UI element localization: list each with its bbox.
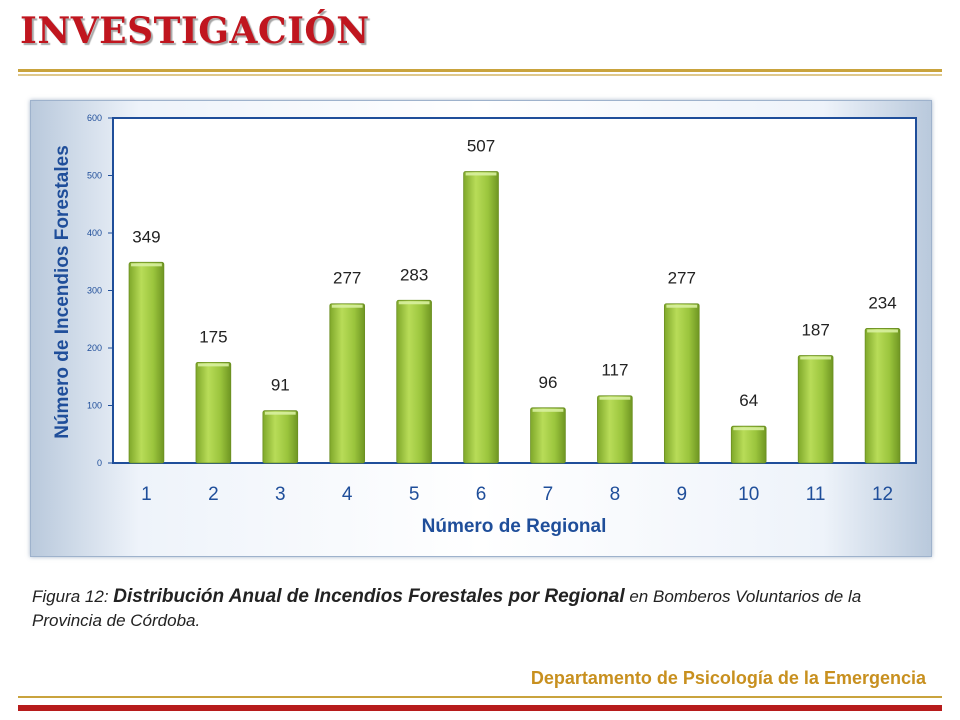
footer-red-band [18,705,942,711]
title-divider [18,69,942,72]
bar-data-label: 175 [199,327,227,346]
x-axis-label: Número de Regional [422,516,607,537]
bar-data-label: 507 [467,136,495,155]
footer-divider [18,696,942,698]
x-tick-label: 3 [275,484,286,505]
x-tick-label: 1 [141,484,152,505]
x-tick-label: 5 [409,484,420,505]
x-tick-label: 10 [738,484,759,505]
bar-highlight [666,304,698,308]
plot-area [112,117,917,464]
bar-highlight [131,263,162,267]
y-tick-label: 500 [87,171,102,181]
bar [663,303,700,464]
bar-highlight [465,172,497,176]
bar-data-label: 277 [668,269,696,288]
bar [530,407,566,464]
y-tick-label: 100 [87,401,102,411]
bar-highlight [800,356,832,360]
bar-highlight [532,408,564,412]
x-tick-label: 7 [543,484,554,505]
figure-caption: Figura 12: Distribución Anual de Incendi… [32,585,912,633]
bar-series: 349 175 91 277 283 507 96 117 277 64 187 234 [128,136,901,464]
bar [329,303,366,464]
x-tick-label: 12 [872,484,893,505]
bar [262,410,299,464]
bar-data-label: 234 [868,293,896,312]
x-tick-label: 6 [476,484,487,505]
caption-main: Distribución Anual de Incendios Forestal… [113,586,625,607]
y-tick-label: 600 [87,113,102,123]
bar [864,328,901,464]
title-divider-secondary [18,74,942,76]
bar-data-label: 64 [739,391,758,410]
x-tick-label: 8 [610,484,621,505]
slide-title: INVESTIGACIÓN [20,10,370,52]
bar-data-label: 187 [801,320,829,339]
bar [797,355,834,464]
caption-suffix: en Bomberos Voluntarios de la Provincia … [32,587,862,630]
bar-highlight [398,301,430,305]
bar [730,425,767,464]
bar-data-label: 117 [601,361,628,380]
bar-highlight [264,411,296,415]
bar [128,261,165,464]
bar-data-label: 91 [271,376,290,395]
bar [463,171,499,464]
bar-highlight [867,329,898,333]
footer-department: Departamento de Psicología de la Emergen… [530,668,926,688]
bar [597,395,633,464]
bar [195,361,232,464]
bar-highlight [599,396,631,400]
caption-prefix: Figura 12: [32,587,109,606]
y-tick-label: 400 [87,228,102,238]
y-tick-label: 0 [97,458,102,468]
bar-highlight [331,304,363,308]
bar-data-label: 349 [132,227,160,246]
bar-highlight [733,427,765,431]
bar-highlight [197,363,229,367]
x-axis-ticks: 1 2 3 4 5 6 7 8 9 10 11 12 [141,484,893,505]
x-tick-label: 2 [208,484,219,505]
bar-data-label: 283 [400,265,428,284]
y-axis-label: Número de Incendios Forestales [52,145,73,439]
y-axis-ticks: 0 100 200 300 400 500 600 [87,113,113,468]
x-tick-label: 11 [806,484,826,505]
y-tick-label: 200 [87,343,102,353]
bar [396,299,432,464]
y-tick-label: 300 [87,286,102,296]
x-tick-label: 9 [677,484,688,505]
bar-data-label: 96 [538,373,557,392]
bar-data-label: 277 [333,269,361,288]
x-tick-label: 4 [342,484,353,505]
